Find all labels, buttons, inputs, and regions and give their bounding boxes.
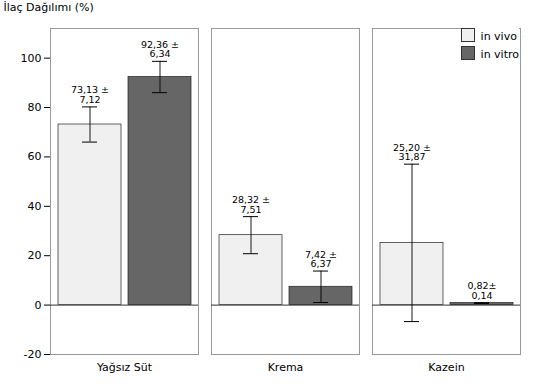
svg-text:73,13 ±7,12: 73,13 ±7,12	[71, 84, 109, 105]
svg-text:7,42 ±6,37: 7,42 ±6,37	[305, 249, 337, 270]
svg-text:Kazein: Kazein	[428, 361, 464, 374]
svg-text:0: 0	[35, 299, 42, 312]
svg-text:İlaç Dağılımı (%): İlaç Dağılımı (%)	[4, 1, 94, 14]
svg-text:-20: -20	[24, 348, 42, 361]
svg-text:40: 40	[28, 200, 42, 213]
svg-text:Yağsız Süt: Yağsız Süt	[96, 361, 153, 374]
svg-text:60: 60	[28, 150, 42, 163]
svg-text:25,20 ±31,87: 25,20 ±31,87	[393, 142, 431, 163]
svg-text:28,32 ±7,51: 28,32 ±7,51	[232, 194, 270, 215]
svg-text:0,82±0,14: 0,82±0,14	[467, 280, 496, 301]
svg-text:100: 100	[21, 52, 42, 65]
svg-text:20: 20	[28, 249, 42, 262]
svg-text:80: 80	[28, 101, 42, 114]
svg-text:Krema: Krema	[268, 361, 304, 374]
html-text:in vitro: in vitro	[480, 48, 519, 61]
svg-text:92,36 ±6,34: 92,36 ±6,34	[141, 39, 179, 60]
html-text:in vivo: in vivo	[480, 30, 517, 43]
